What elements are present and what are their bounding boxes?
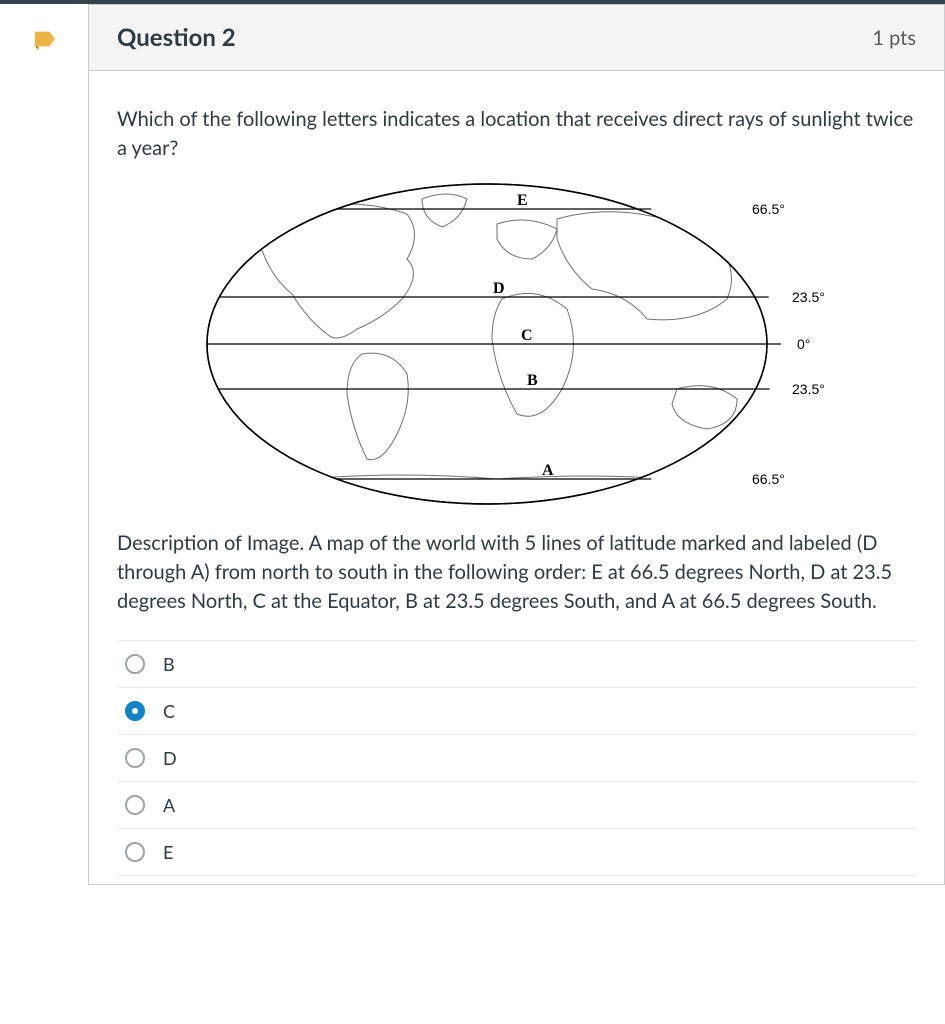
- radio-button[interactable]: [125, 701, 145, 721]
- question-points: 1 pts: [872, 26, 916, 50]
- question-prompt: Which of the following letters indicates…: [117, 105, 916, 163]
- question-body: Which of the following letters indicates…: [89, 71, 944, 884]
- answer-options: B C D A E: [117, 640, 916, 876]
- question-card: Question 2 1 pts Which of the following …: [88, 4, 945, 885]
- answer-option[interactable]: E: [117, 829, 916, 876]
- option-label: D: [163, 747, 177, 769]
- latitude-degree-label: 0°: [797, 336, 810, 352]
- latitude-degree-label: 23.5°: [792, 289, 825, 305]
- option-label: B: [163, 653, 175, 675]
- image-description: Description of Image. A map of the world…: [117, 529, 916, 616]
- latitude-letter-label: B: [527, 372, 538, 389]
- latitude-degree-label: 66.5°: [752, 471, 785, 487]
- radio-button[interactable]: [125, 842, 145, 862]
- radio-button[interactable]: [125, 748, 145, 768]
- question-page: Question 2 1 pts Which of the following …: [0, 4, 945, 885]
- latitude-letter-label: D: [493, 280, 505, 297]
- bookmark-icon: [33, 28, 55, 50]
- question-header: Question 2 1 pts: [89, 5, 944, 71]
- latitude-degree-label: 23.5°: [792, 381, 825, 397]
- marker-column: [0, 4, 88, 50]
- latitude-letter-label: A: [542, 462, 554, 479]
- latitude-letter-label: C: [521, 327, 533, 344]
- answer-option[interactable]: D: [117, 735, 916, 782]
- radio-button[interactable]: [125, 795, 145, 815]
- radio-button[interactable]: [125, 654, 145, 674]
- option-label: A: [163, 794, 175, 816]
- answer-option[interactable]: C: [117, 688, 916, 735]
- option-label: E: [163, 841, 173, 863]
- latitude-degree-label: 66.5°: [752, 201, 785, 217]
- world-map-figure: 66.5° E 23.5° D 0° C 23.5° B 66.5° A: [197, 179, 837, 509]
- world-map-svg: 66.5° E 23.5° D 0° C 23.5° B 66.5° A: [197, 179, 837, 509]
- answer-option[interactable]: B: [117, 641, 916, 688]
- answer-option[interactable]: A: [117, 782, 916, 829]
- question-title: Question 2: [117, 23, 236, 52]
- latitude-letter-label: E: [517, 192, 528, 209]
- option-label: C: [163, 700, 175, 722]
